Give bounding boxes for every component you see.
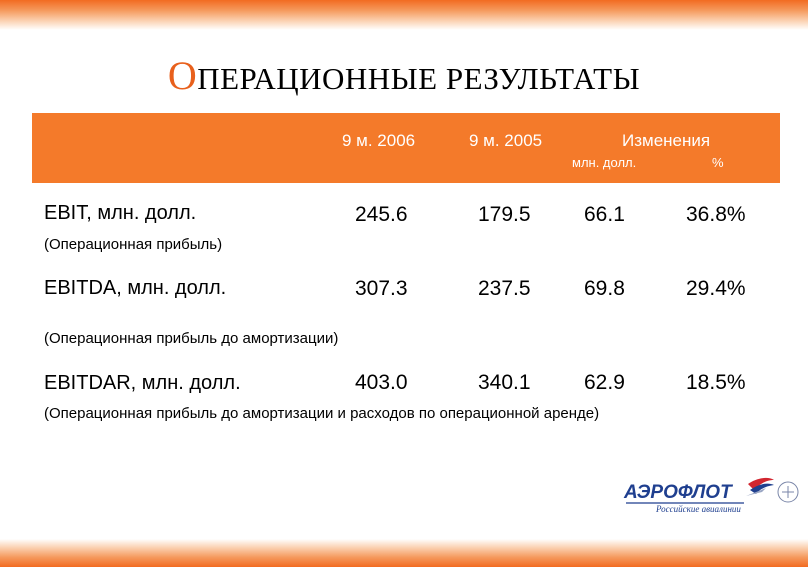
- row-label: EBITDA, млн. долл.: [44, 277, 227, 299]
- page-title: ОПЕРАЦИОННЫЕ РЕЗУЛЬТАТЫ: [0, 52, 808, 99]
- value-change-pct: 29.4%: [686, 277, 746, 300]
- value-2006: 403.0: [355, 371, 408, 394]
- row-label: EBIT, млн. долл.: [44, 202, 197, 224]
- value-change-abs: 62.9: [584, 371, 625, 394]
- value-2006: 245.6: [355, 203, 408, 226]
- value-change-abs: 66.1: [584, 203, 625, 226]
- value-change-pct: 36.8%: [686, 203, 746, 226]
- header-sub-abs: млн. долл.: [572, 155, 637, 170]
- bottom-gradient-band: [0, 539, 808, 567]
- header-col-2006: 9 м. 2006: [342, 131, 416, 150]
- value-2005: 340.1: [478, 371, 531, 394]
- title-first-letter: О: [167, 53, 198, 98]
- row-sublabel: (Операционная прибыль до амортизации): [44, 330, 339, 347]
- row-label: EBITDAR, млн. долл.: [44, 372, 241, 394]
- table-header-bar: 9 м. 2006 9 м. 2005 Изменения млн. долл.…: [32, 113, 780, 183]
- value-change-pct: 18.5%: [686, 371, 746, 394]
- row-sublabel: (Операционная прибыль до амортизации и р…: [44, 405, 600, 422]
- header-col-change: Изменения: [622, 131, 711, 150]
- row-sublabel: (Операционная прибыль): [44, 236, 223, 253]
- value-change-abs: 69.8: [584, 277, 625, 300]
- header-sub-pct: %: [712, 155, 724, 170]
- aeroflot-logo: АЭРОФЛОТ Российские авиалинии: [616, 470, 806, 530]
- title-rest: ПЕРАЦИОННЫЕ РЕЗУЛЬТАТЫ: [197, 61, 641, 96]
- value-2005: 237.5: [478, 277, 531, 300]
- aeroflot-logo-graphic: АЭРОФЛОТ Российские авиалинии: [623, 477, 799, 514]
- logo-tagline: Российские авиалинии: [655, 504, 741, 514]
- top-gradient-band: [0, 0, 808, 30]
- logo-wordmark: АЭРОФЛОТ: [623, 482, 733, 503]
- value-2005: 179.5: [478, 203, 531, 226]
- value-2006: 307.3: [355, 277, 408, 300]
- header-col-2005: 9 м. 2005: [469, 131, 543, 150]
